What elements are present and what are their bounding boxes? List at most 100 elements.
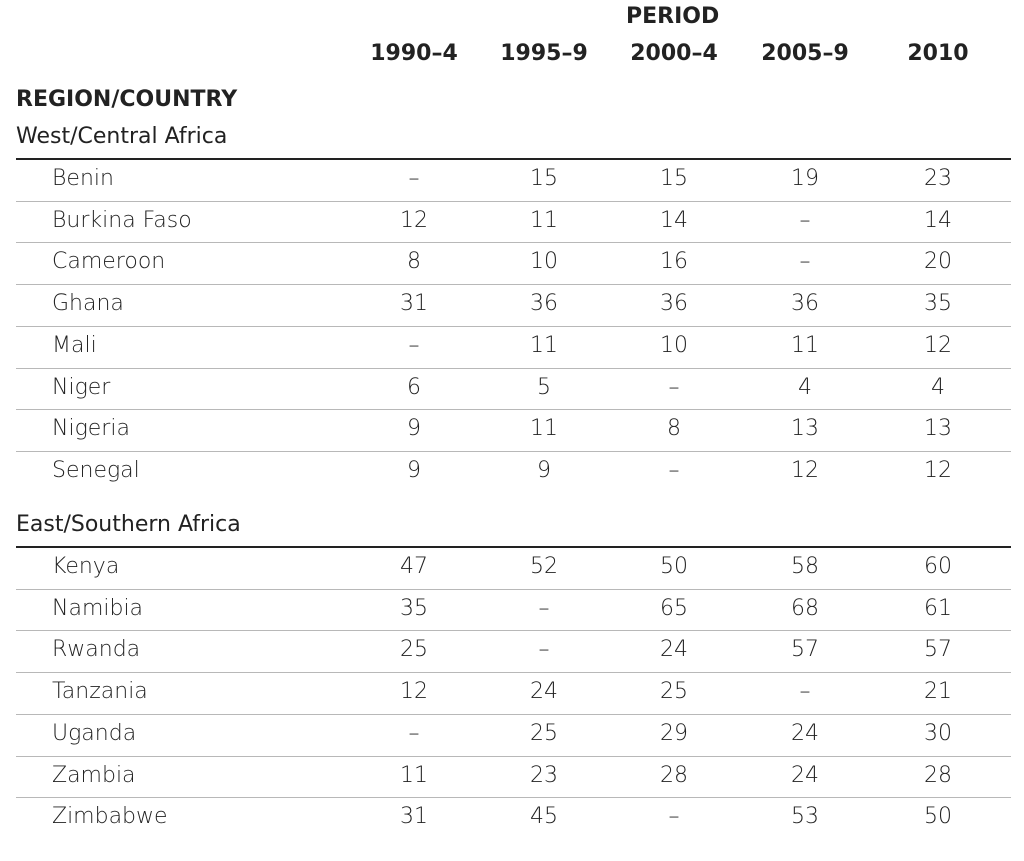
country-name: Benin — [52, 166, 114, 191]
table-cell: 50 — [660, 554, 688, 579]
country-name: Ghana — [52, 291, 124, 317]
table-row: Burkina Faso 12 11 14 – 14 — [0, 202, 1024, 243]
table-row: Ghana 31 36 36 36 35 — [0, 285, 1024, 326]
table-cell: – — [538, 637, 550, 663]
table-cell: 57 — [791, 637, 819, 663]
table-row: Kenya 47 52 50 58 60 — [0, 548, 1024, 589]
table-row: Mali – 11 10 11 12 — [0, 327, 1024, 368]
table-cell: 10 — [660, 332, 688, 358]
table-cell: 14 — [660, 207, 688, 233]
table-row: Zimbabwe 31 45 – 53 50 — [0, 798, 1024, 839]
country-name: Uganda — [52, 720, 137, 746]
region-country-label: REGION/COUNTRY — [16, 87, 238, 112]
country-name: Mali — [52, 332, 97, 358]
table-row: Rwanda 25 – 24 57 57 — [0, 631, 1024, 672]
table-cell: – — [408, 166, 420, 191]
table-cell: 9 — [407, 416, 421, 442]
country-name: Zimbabwe — [52, 804, 168, 830]
country-name: Kenya — [52, 554, 120, 579]
table-cell: – — [668, 804, 680, 830]
table-cell: 12 — [924, 457, 952, 483]
table-cell: 12 — [924, 332, 952, 358]
table-cell: 36 — [660, 291, 688, 317]
table-cell: – — [538, 595, 550, 621]
row-divider — [16, 200, 1011, 202]
country-name: Nigeria — [52, 416, 130, 442]
table-cell: 12 — [400, 207, 428, 233]
table-cell: – — [668, 457, 680, 483]
row-divider — [16, 409, 1011, 411]
column-header-2000-4: 2000–4 — [630, 41, 718, 66]
table-cell: 23 — [924, 166, 952, 191]
table-cell: 21 — [924, 679, 952, 705]
section-rule — [16, 158, 1011, 160]
section-title: West/Central Africa — [16, 124, 228, 149]
row-divider — [16, 284, 1011, 286]
country-name: Niger — [52, 374, 111, 400]
row-divider — [16, 325, 1011, 327]
table-cell: – — [668, 374, 680, 400]
country-name: Burkina Faso — [52, 207, 192, 233]
table-cell: 28 — [924, 762, 952, 788]
table-row: Tanzania 12 24 25 – 21 — [0, 673, 1024, 714]
section-rule — [16, 546, 1011, 548]
table-cell: 65 — [660, 595, 688, 621]
table-row: Namibia 35 – 65 68 61 — [0, 590, 1024, 631]
column-header-1990-4: 1990–4 — [370, 41, 458, 66]
table-cell: 19 — [791, 166, 819, 191]
table-cell: 15 — [530, 166, 558, 191]
table-cell: 14 — [924, 207, 952, 233]
table-cell: 4 — [931, 374, 945, 400]
table-cell: – — [799, 249, 811, 275]
row-divider — [16, 797, 1011, 799]
table-cell: 13 — [791, 416, 819, 442]
period-header: PERIOD — [626, 4, 720, 29]
table-cell: 29 — [660, 720, 688, 746]
table-cell: 12 — [791, 457, 819, 483]
table-cell: 61 — [924, 595, 952, 621]
country-name: Cameroon — [52, 249, 166, 275]
country-name: Tanzania — [52, 679, 148, 705]
table-cell: 8 — [407, 249, 421, 275]
table-cell: 25 — [660, 679, 688, 705]
table-cell: 31 — [400, 291, 428, 317]
table-cell: 24 — [660, 637, 688, 663]
table-cell: 53 — [791, 804, 819, 830]
table-cell: 11 — [400, 762, 428, 788]
table-cell: 50 — [924, 804, 952, 830]
table-cell: 58 — [791, 554, 819, 579]
table-cell: 24 — [530, 679, 558, 705]
row-divider — [16, 672, 1011, 674]
table-cell: 11 — [530, 416, 558, 442]
table-cell: 24 — [791, 762, 819, 788]
table-cell: 31 — [400, 804, 428, 830]
table-cell: 36 — [530, 291, 558, 317]
table-cell: 13 — [924, 416, 952, 442]
table-cell: 20 — [924, 249, 952, 275]
table-cell: 57 — [924, 637, 952, 663]
column-header-1995-9: 1995–9 — [500, 41, 588, 66]
table-cell: – — [408, 720, 420, 746]
table-cell: 52 — [530, 554, 558, 579]
country-name: Rwanda — [52, 637, 141, 663]
country-name: Namibia — [52, 595, 144, 621]
country-name: Zambia — [52, 762, 136, 788]
table-cell: – — [799, 207, 811, 233]
table-row: Nigeria 9 11 8 13 13 — [0, 410, 1024, 451]
table-cell: 9 — [407, 457, 421, 483]
table-cell: 15 — [660, 166, 688, 191]
table-cell: 36 — [791, 291, 819, 317]
row-divider — [16, 242, 1011, 244]
table-cell: 11 — [791, 332, 819, 358]
table-cell: 11 — [530, 332, 558, 358]
table-row: Niger 6 5 – 4 4 — [0, 369, 1024, 410]
table-cell: 9 — [537, 457, 551, 483]
row-divider — [16, 755, 1011, 757]
table-cell: 60 — [924, 554, 952, 579]
row-divider — [16, 630, 1011, 632]
table-cell: 8 — [667, 416, 681, 442]
table-cell: 24 — [791, 720, 819, 746]
section-title: East/Southern Africa — [16, 512, 241, 537]
table-cell: – — [799, 679, 811, 705]
table-cell: 30 — [924, 720, 952, 746]
